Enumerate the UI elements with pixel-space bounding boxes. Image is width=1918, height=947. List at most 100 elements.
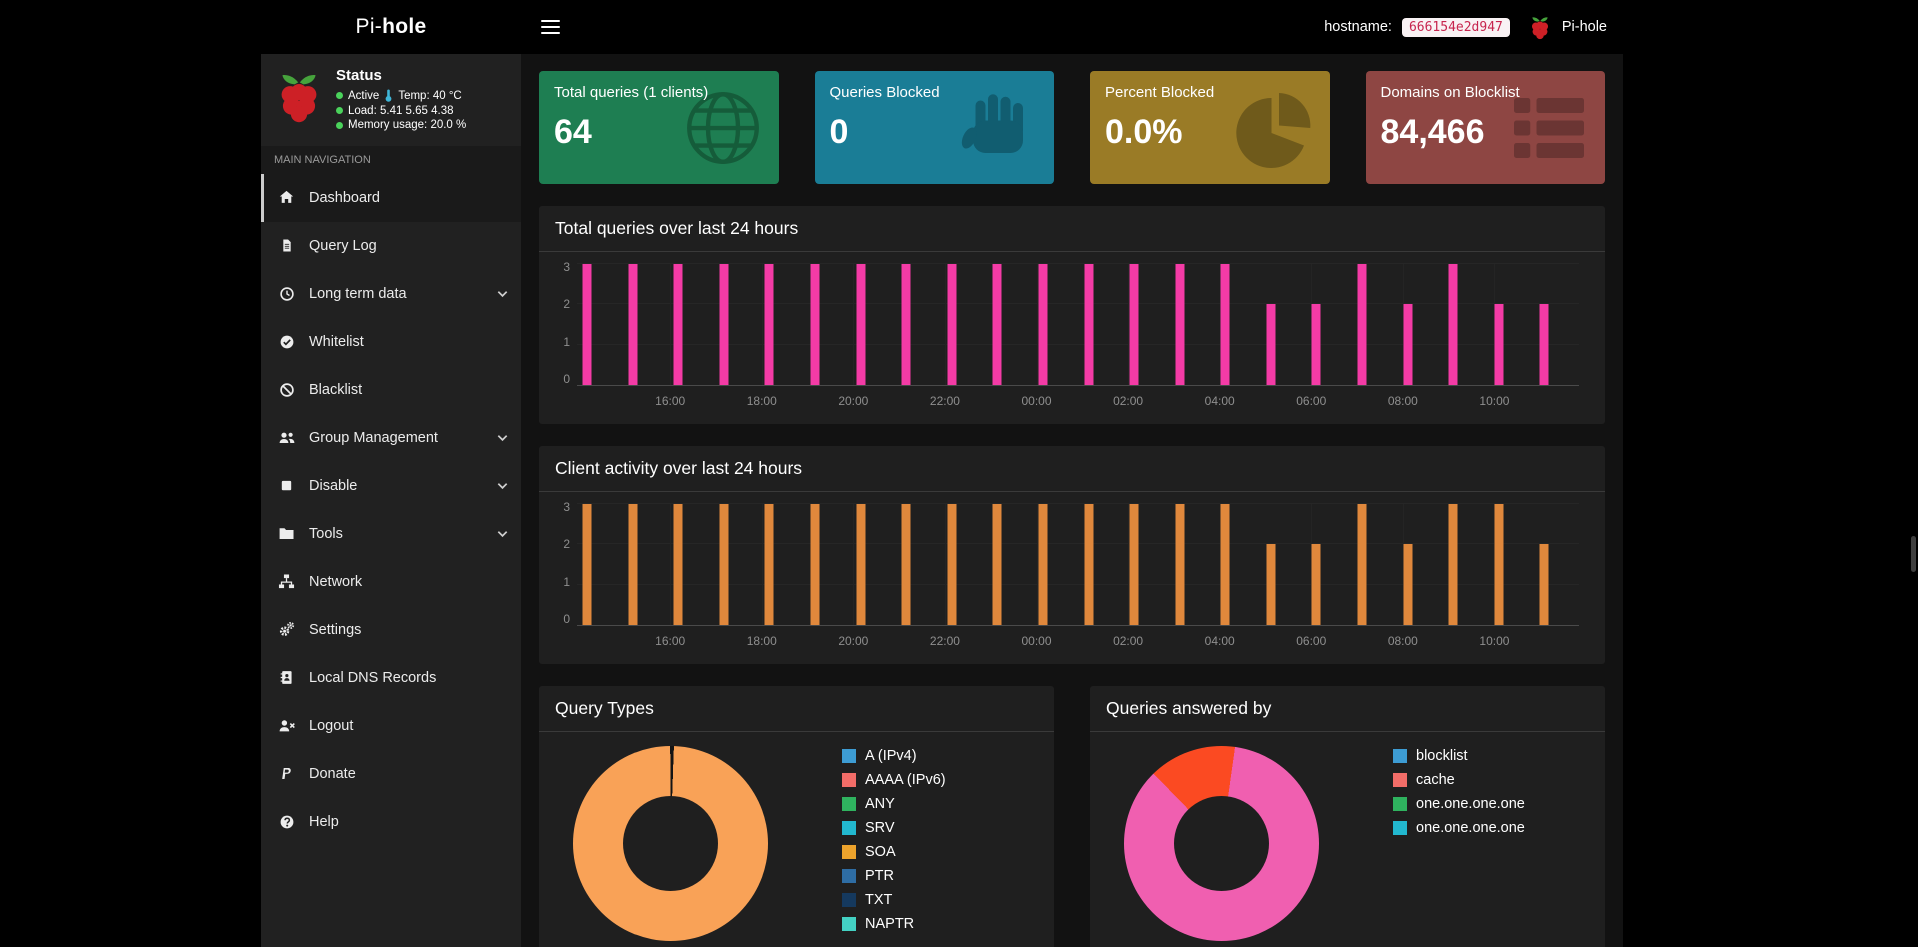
x-tick-label: 16:00 (655, 394, 686, 408)
gridline (944, 504, 946, 625)
panel-total-queries: Total queries over last 24 hours 3 2 1 0 16… (539, 206, 1605, 424)
sidebar-item-donate[interactable]: Donate (261, 750, 521, 798)
bar (1494, 304, 1504, 385)
brand-title: Pi-hole (261, 15, 521, 39)
legend-item[interactable]: SRV (842, 820, 946, 836)
legend-label: one.one.one.one (1416, 820, 1525, 836)
legend-item[interactable]: SOA (842, 844, 946, 860)
card-title: Percent Blocked (1105, 84, 1215, 101)
client-activity-bar-plot[interactable] (577, 503, 1579, 626)
sidebar-item-local-dns-records[interactable]: Local DNS Records (261, 654, 521, 702)
summary-card-total-queries: Total queries (1 clients) 64 (539, 71, 779, 184)
ban-icon (277, 382, 296, 398)
bar (856, 504, 866, 625)
legend-label: blocklist (1416, 748, 1468, 764)
y-tick-label: 3 (563, 500, 570, 514)
legend-swatch (842, 797, 856, 811)
query-types-donut[interactable] (573, 746, 768, 941)
x-tick-label: 02:00 (1113, 394, 1144, 408)
summary-cards: Total queries (1 clients) 64 Queries Blo… (539, 71, 1605, 184)
sidebar-item-network[interactable]: Network (261, 558, 521, 606)
bar (628, 504, 638, 625)
x-tick-label: 06:00 (1296, 394, 1327, 408)
y-tick-label: 2 (563, 537, 570, 552)
bar (1311, 544, 1321, 625)
y-tick-label: 0 (563, 611, 570, 626)
sidebar-item-label: Whitelist (309, 333, 364, 350)
gridline (761, 264, 763, 385)
bar (1084, 504, 1094, 625)
panel-title: Total queries over last 24 hours (539, 206, 1605, 252)
status-panel: Status Active Temp: 40 °C Load: 5.41 5.6… (261, 54, 521, 146)
bar (810, 504, 820, 625)
bar (1038, 264, 1048, 385)
legend-item[interactable]: one.one.one.one (1393, 820, 1525, 836)
paypal-icon (277, 766, 296, 781)
check-circle-icon (277, 334, 296, 350)
sidebar-item-settings[interactable]: Settings (261, 606, 521, 654)
bottom-panels-row: Query Types A (IPv4) AAAA (IPv6) ANY SRV SOA… (539, 686, 1605, 947)
logout-icon (277, 718, 296, 734)
gridline (577, 343, 1579, 345)
sidebar-item-label: Tools (309, 525, 343, 542)
legend-item[interactable]: TXT (842, 892, 946, 908)
legend-swatch (1393, 773, 1407, 787)
sidebar-item-label: Donate (309, 765, 356, 782)
legend-item[interactable]: cache (1393, 772, 1525, 788)
bar (1403, 304, 1413, 385)
bar (1539, 304, 1549, 385)
legend-label: A (IPv4) (865, 748, 917, 764)
sidebar: Status Active Temp: 40 °C Load: 5.41 5.6… (261, 54, 521, 947)
gridline (577, 303, 1579, 305)
panel-client-activity: Client activity over last 24 hours 3 2 1 0 … (539, 446, 1605, 664)
queries-answered-by-donut[interactable] (1124, 746, 1319, 941)
gridline (577, 503, 1579, 504)
bar (1129, 264, 1139, 385)
x-tick-label: 22:00 (929, 394, 960, 408)
x-tick-label: 04:00 (1204, 634, 1235, 648)
sidebar-item-tools[interactable]: Tools (261, 510, 521, 558)
sidebar-item-help[interactable]: Help (261, 798, 521, 846)
legend-item[interactable]: AAAA (IPv6) (842, 772, 946, 788)
bar (764, 504, 774, 625)
card-title: Queries Blocked (829, 84, 940, 101)
legend-item[interactable]: one.one.one.one (1393, 796, 1525, 812)
legend-label: one.one.one.one (1416, 796, 1525, 812)
legend-item[interactable]: PTR (842, 868, 946, 884)
gridline (670, 264, 672, 385)
chevron-down-icon (497, 430, 508, 446)
gridline (1219, 504, 1221, 625)
gridline (761, 504, 763, 625)
sidebar-item-whitelist[interactable]: Whitelist (261, 318, 521, 366)
bar (901, 504, 911, 625)
gridline (1128, 264, 1130, 385)
menu-toggle-button[interactable] (541, 16, 561, 38)
sidebar-item-blacklist[interactable]: Blacklist (261, 366, 521, 414)
sidebar-item-long-term-data[interactable]: Long term data (261, 270, 521, 318)
sidebar-item-query-log[interactable]: Query Log (261, 222, 521, 270)
legend-item[interactable]: ANY (842, 796, 946, 812)
bar (1403, 544, 1413, 625)
legend-swatch (1393, 821, 1407, 835)
home-icon (277, 189, 296, 206)
legend-item[interactable]: A (IPv4) (842, 748, 946, 764)
legend-item[interactable]: NAPTR (842, 916, 946, 932)
legend-item[interactable]: blocklist (1393, 748, 1525, 764)
card-title: Domains on Blocklist (1380, 84, 1520, 101)
sidebar-item-group-management[interactable]: Group Management (261, 414, 521, 462)
page-scrollbar[interactable] (1911, 536, 1916, 572)
sidebar-item-disable[interactable]: Disable (261, 462, 521, 510)
sidebar-item-logout[interactable]: Logout (261, 702, 521, 750)
bar (1357, 504, 1367, 625)
legend-swatch (842, 893, 856, 907)
x-tick-label: 22:00 (929, 634, 960, 648)
gridline (1311, 264, 1313, 385)
gears-icon (277, 621, 296, 638)
x-tick-label: 08:00 (1387, 634, 1418, 648)
total-queries-bar-plot[interactable] (577, 263, 1579, 386)
x-tick-label: 02:00 (1113, 634, 1144, 648)
gridline (1036, 504, 1038, 625)
sidebar-item-dashboard[interactable]: Dashboard (261, 173, 521, 222)
status-active-label: Active (348, 89, 380, 102)
question-circle-icon (277, 814, 296, 830)
